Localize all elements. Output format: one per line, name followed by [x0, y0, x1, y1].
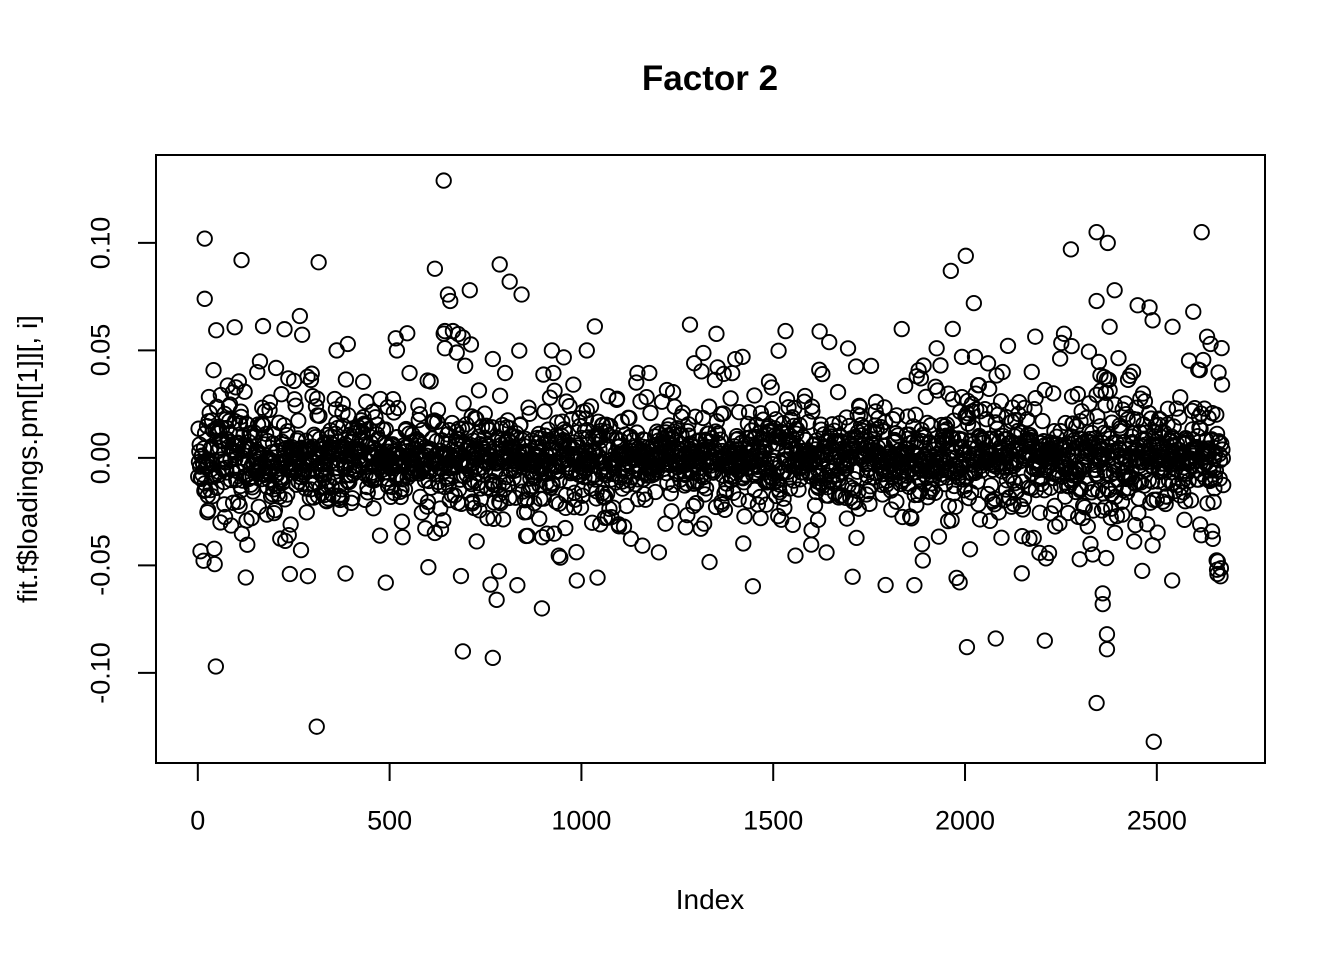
x-tick-label: 1500	[743, 805, 804, 836]
y-tick-label: 0.05	[85, 324, 116, 377]
x-axis-label: Index	[675, 884, 745, 915]
x-tick-label: 2000	[934, 805, 996, 836]
x-tick-label: 0	[190, 805, 206, 836]
chart-title: Factor 2	[641, 59, 779, 98]
x-tick-label: 500	[367, 805, 413, 836]
y-axis-label: fit.f$loadings.pm[[1]][, i]	[12, 315, 43, 603]
y-tick-label: -0.05	[85, 534, 116, 597]
y-tick-label: 0.10	[85, 216, 116, 270]
x-tick-label: 2500	[1126, 805, 1187, 836]
y-tick-label: 0.00	[85, 431, 116, 485]
x-tick-label: 1000	[551, 805, 612, 836]
y-tick-label: -0.10	[85, 642, 116, 704]
